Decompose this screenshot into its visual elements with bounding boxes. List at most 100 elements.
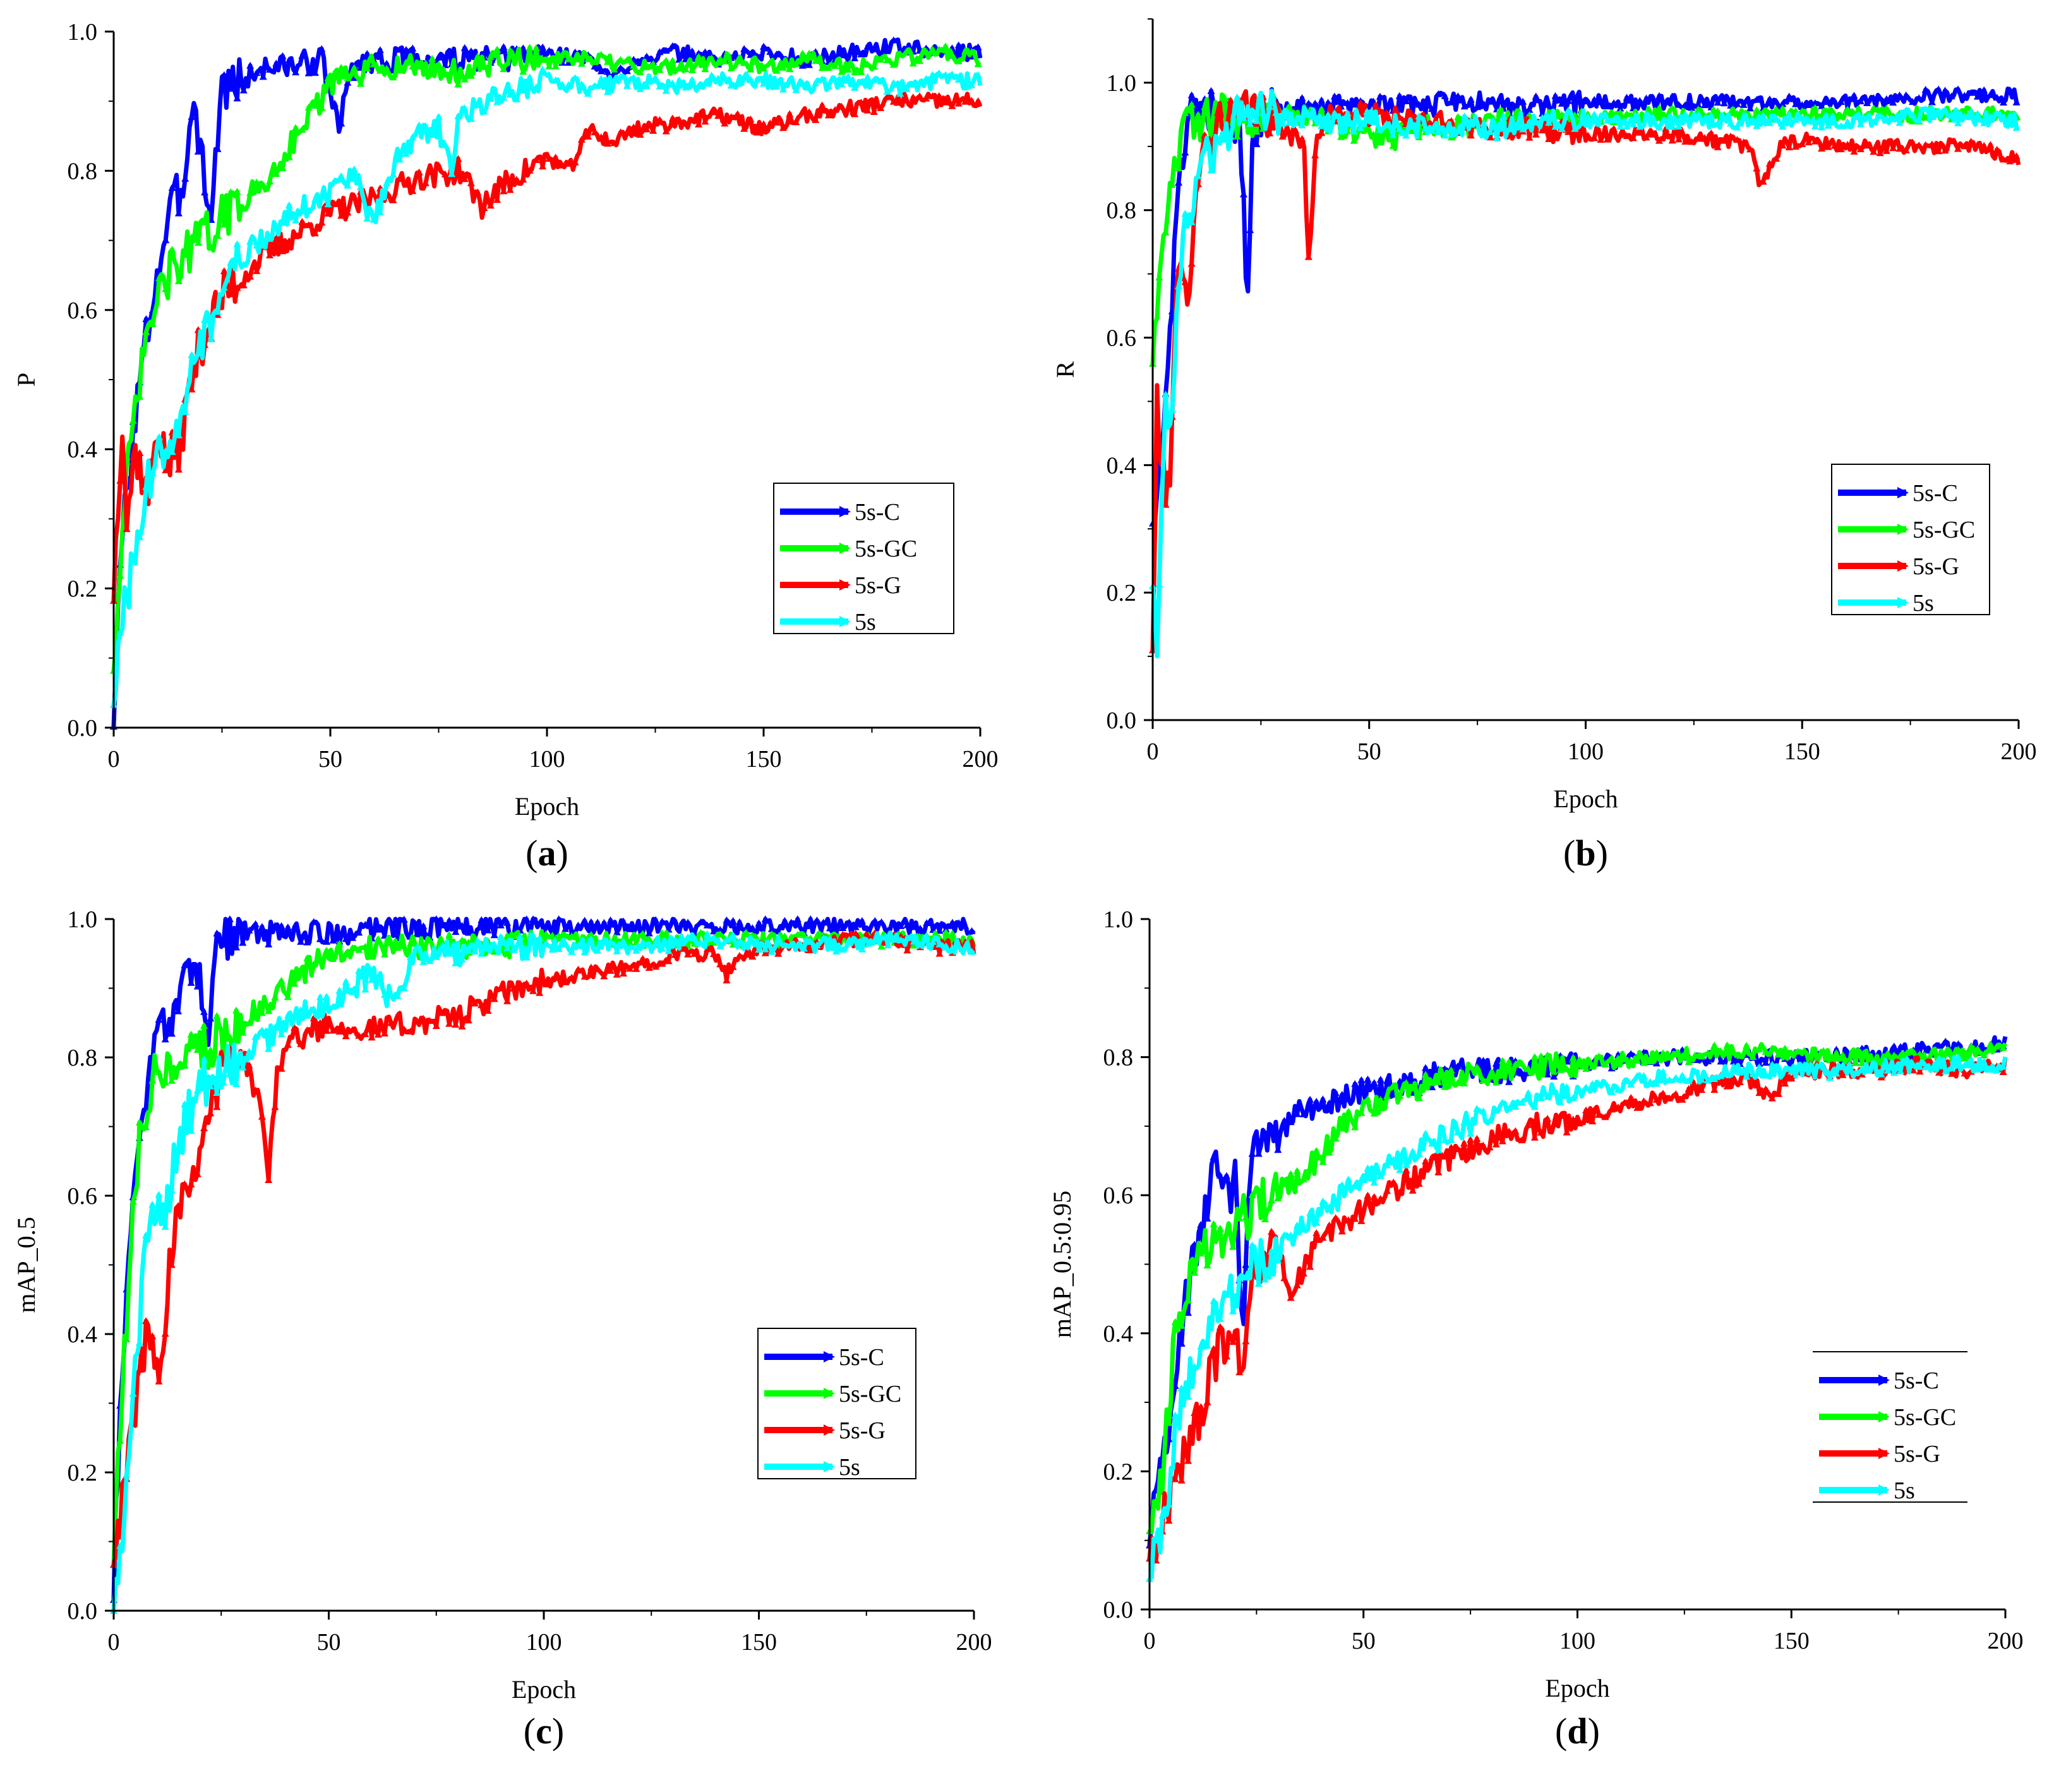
series-marker-5s xyxy=(161,1222,169,1230)
x-tick-label: 0 xyxy=(1144,1628,1156,1654)
series-marker-5s xyxy=(188,351,196,358)
series-marker-5s-GC xyxy=(1524,1065,1532,1073)
series-marker-5s xyxy=(201,316,209,323)
series-marker-5s-GC xyxy=(1655,104,1663,111)
series-marker-5s-GC xyxy=(838,68,846,75)
series-marker-5s-C xyxy=(201,188,209,196)
series-marker-5s xyxy=(1402,1161,1410,1169)
series-marker-5s-C xyxy=(435,53,443,61)
series-marker-5s xyxy=(279,219,287,226)
series-marker-5s xyxy=(1165,1500,1173,1508)
series-marker-5s-GC xyxy=(1511,1061,1520,1067)
series-marker-5s-C xyxy=(766,47,774,55)
series-marker-5s-C xyxy=(1216,1171,1224,1179)
series-marker-5s-C xyxy=(1818,102,1826,109)
series-marker-5s xyxy=(1518,1098,1526,1106)
series-marker-5s-GC xyxy=(285,153,293,160)
series-marker-5s-C xyxy=(1935,85,1943,93)
series-marker-5s-G xyxy=(1229,1338,1237,1345)
series-marker-5s-GC xyxy=(1285,102,1293,110)
series-marker-5s-C xyxy=(1248,1150,1256,1157)
series-marker-5s xyxy=(1254,1280,1263,1287)
legend-box xyxy=(757,1328,916,1479)
series-marker-5s-GC xyxy=(1980,1051,1988,1059)
series-marker-5s xyxy=(393,992,402,999)
series-marker-5s-GC xyxy=(844,66,852,73)
series-marker-5s-G xyxy=(426,1017,434,1024)
series-marker-5s-C xyxy=(662,47,670,54)
series-marker-5s xyxy=(896,90,904,97)
series-marker-5s-GC xyxy=(369,60,378,68)
series-marker-5s-C xyxy=(361,920,369,928)
series-marker-5s-GC xyxy=(1325,1148,1333,1156)
series-marker-5s xyxy=(1980,119,1988,126)
series-marker-5s-GC xyxy=(298,126,306,133)
series-marker-5s-G xyxy=(193,1170,201,1177)
series-marker-5s-C xyxy=(1187,91,1196,99)
series-marker-5s-C xyxy=(363,50,371,57)
series-marker-5s xyxy=(600,936,608,944)
series-marker-5s-C xyxy=(1856,97,1865,105)
series-marker-5s xyxy=(232,1080,241,1087)
series-marker-5s-C xyxy=(1448,98,1455,105)
series-marker-5s xyxy=(1434,128,1443,135)
series-marker-5s-G xyxy=(2000,155,2007,163)
series-marker-5s-C xyxy=(793,915,802,922)
series-marker-5s-G xyxy=(1589,1117,1597,1124)
series-marker-5s xyxy=(610,76,618,83)
series-marker-5s xyxy=(594,946,602,954)
series-marker-5s-C xyxy=(311,69,319,76)
series-marker-5s-GC xyxy=(467,71,475,79)
series-marker-5s xyxy=(551,76,560,83)
series-marker-5s xyxy=(484,944,492,952)
series-marker-5s xyxy=(626,943,634,950)
series-marker-5s-GC xyxy=(1155,274,1163,280)
chart-panel-b: 0 50 100 150 2000.00.20.40.60.81.0EpochR5s-C… xyxy=(1051,18,2037,874)
series-marker-5s-GC xyxy=(213,1012,221,1019)
series-marker-5s-G xyxy=(245,1061,253,1069)
series-marker-5s xyxy=(929,937,937,945)
series-marker-5s-GC xyxy=(402,58,410,66)
series-marker-5s xyxy=(1942,1067,1950,1074)
series-marker-5s-G xyxy=(740,124,748,132)
series-marker-5s-G xyxy=(1640,1097,1648,1105)
series-marker-5s-G xyxy=(174,466,183,473)
series-marker-5s xyxy=(136,533,144,541)
series-marker-5s xyxy=(1743,1073,1751,1080)
series-marker-5s-C xyxy=(1779,100,1787,107)
series-marker-5s-GC xyxy=(227,188,235,195)
series-marker-5s xyxy=(1575,1086,1583,1093)
series-marker-5s xyxy=(503,944,512,951)
series-marker-5s xyxy=(526,73,534,81)
series-marker-5s xyxy=(1474,119,1482,126)
series-marker-5s-C xyxy=(1304,99,1312,107)
series-marker-5s-GC xyxy=(1967,1042,1975,1050)
legend-label-5s-C: 5s-C xyxy=(1913,480,1958,507)
series-marker-5s-G xyxy=(1428,1153,1436,1161)
series-marker-5s-G xyxy=(889,97,898,105)
series-marker-5s xyxy=(1551,123,1559,130)
series-marker-5s xyxy=(710,934,718,941)
series-marker-5s xyxy=(1674,123,1683,130)
series-marker-5s xyxy=(838,80,846,88)
series-marker-5s xyxy=(555,945,563,953)
series-marker-5s xyxy=(1961,112,1969,120)
series-marker-5s xyxy=(419,958,428,965)
series-marker-5s xyxy=(395,155,404,163)
series-marker-5s-GC xyxy=(800,931,808,939)
series-marker-5s xyxy=(400,984,408,992)
series-marker-5s-G xyxy=(591,128,599,136)
series-marker-5s-G xyxy=(626,965,634,972)
series-marker-5s-C xyxy=(658,917,666,925)
series-marker-5s-C xyxy=(839,924,847,931)
series-marker-5s xyxy=(311,195,319,203)
series-marker-5s xyxy=(793,941,802,948)
series-marker-5s-GC xyxy=(688,66,696,73)
series-marker-5s-C xyxy=(891,919,898,927)
series-marker-5s-GC xyxy=(1201,103,1209,111)
legend-label-5s: 5s xyxy=(855,609,876,635)
series-marker-5s-C xyxy=(755,919,763,927)
series-marker-5s-GC xyxy=(1717,1047,1725,1055)
series-marker-5s-C xyxy=(626,925,634,932)
